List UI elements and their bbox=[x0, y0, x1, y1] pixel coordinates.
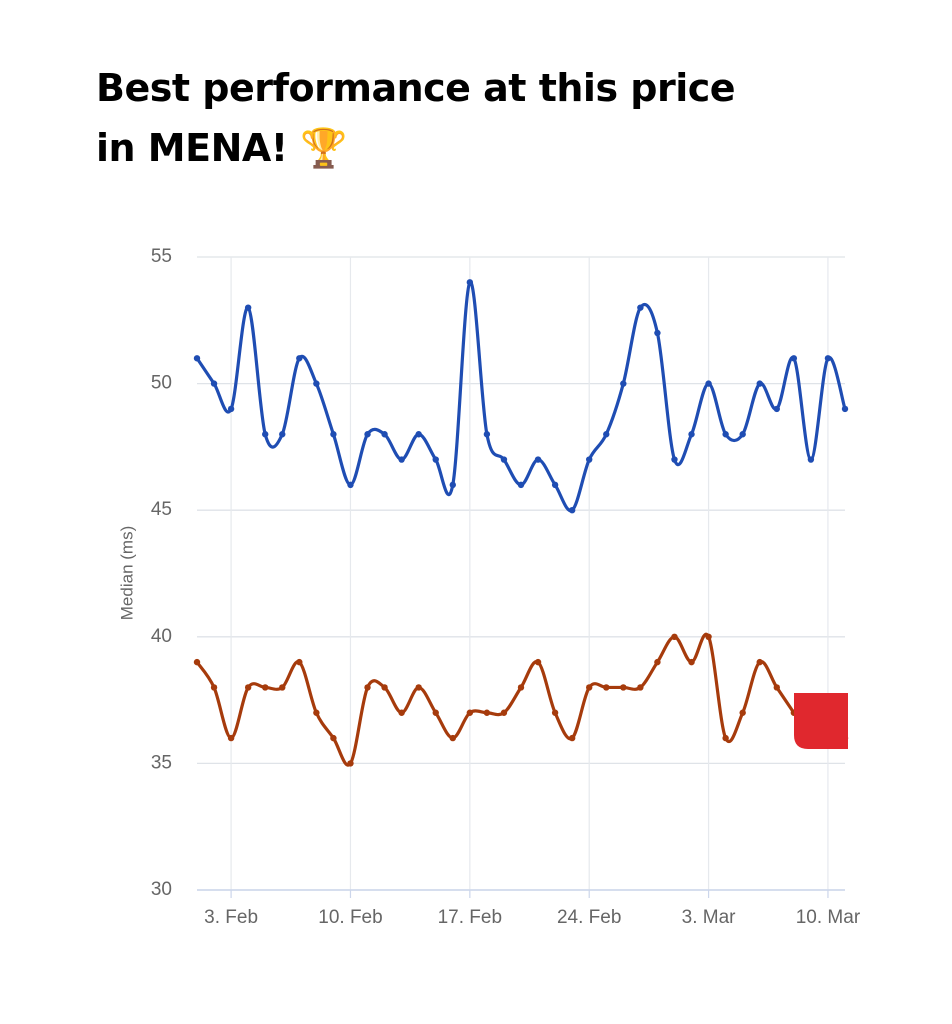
data-point bbox=[722, 734, 729, 742]
data-point bbox=[347, 481, 354, 489]
y-tick-label: 35 bbox=[151, 752, 172, 773]
data-point bbox=[466, 279, 474, 286]
data-point bbox=[381, 431, 388, 438]
data-point bbox=[449, 734, 456, 742]
chart-title: Best performance at this price in MENA! … bbox=[96, 66, 736, 170]
data-point bbox=[500, 456, 508, 463]
data-point bbox=[534, 658, 542, 666]
data-point bbox=[551, 481, 559, 489]
data-point bbox=[739, 431, 746, 438]
data-point bbox=[262, 684, 269, 691]
data-point bbox=[620, 380, 627, 387]
data-point bbox=[244, 304, 252, 311]
data-point bbox=[603, 684, 610, 691]
y-tick-label: 55 bbox=[151, 246, 172, 267]
data-point bbox=[415, 684, 422, 691]
x-tick-label: 10. Feb bbox=[318, 907, 382, 928]
data-point bbox=[637, 304, 644, 311]
data-point bbox=[210, 380, 218, 387]
data-point bbox=[756, 380, 763, 387]
x-tick-label: 24. Feb bbox=[557, 907, 621, 928]
data-point bbox=[193, 658, 201, 666]
badge bbox=[794, 693, 848, 749]
data-point bbox=[500, 709, 508, 716]
grid bbox=[197, 256, 845, 891]
data-point bbox=[739, 709, 746, 716]
data-point bbox=[807, 456, 815, 463]
data-point bbox=[313, 380, 320, 387]
data-point bbox=[551, 709, 559, 716]
y-tick-label: 50 bbox=[151, 373, 172, 394]
data-point bbox=[568, 507, 576, 514]
data-point bbox=[483, 431, 491, 438]
data-point bbox=[654, 329, 661, 337]
data-point bbox=[568, 734, 576, 742]
data-point bbox=[688, 658, 695, 666]
data-point bbox=[688, 431, 695, 438]
data-point bbox=[637, 684, 644, 691]
x-tick-label: 10. Mar bbox=[796, 907, 861, 928]
x-tick-label: 3. Feb bbox=[204, 907, 258, 928]
data-point bbox=[398, 456, 405, 463]
data-point bbox=[381, 684, 388, 691]
data-point bbox=[193, 355, 201, 362]
y-tick-label: 40 bbox=[151, 626, 172, 647]
y-tick-label: 45 bbox=[151, 499, 172, 520]
data-point bbox=[705, 380, 712, 387]
data-point bbox=[227, 405, 235, 413]
data-point bbox=[705, 633, 712, 640]
data-point bbox=[517, 481, 525, 489]
data-point bbox=[432, 456, 439, 463]
series-line bbox=[195, 280, 847, 513]
data-point bbox=[244, 684, 252, 691]
data-point bbox=[586, 684, 593, 691]
data-point bbox=[841, 405, 849, 413]
data-point bbox=[347, 760, 354, 767]
data-point bbox=[483, 709, 491, 716]
data-point bbox=[603, 431, 610, 438]
data-point bbox=[586, 456, 593, 463]
data-point bbox=[364, 684, 371, 691]
data-point bbox=[210, 684, 218, 691]
data-point bbox=[517, 684, 525, 691]
data-point bbox=[279, 431, 286, 438]
data-point bbox=[364, 431, 371, 438]
data-point bbox=[296, 658, 303, 666]
data-point bbox=[262, 431, 269, 438]
data-point bbox=[756, 658, 763, 666]
data-point bbox=[722, 431, 729, 438]
data-point bbox=[773, 405, 780, 413]
data-point bbox=[773, 684, 780, 691]
x-tick-label: 3. Mar bbox=[682, 907, 737, 928]
data-point bbox=[227, 734, 235, 742]
data-point bbox=[415, 431, 422, 438]
data-point bbox=[330, 431, 337, 438]
series-line bbox=[195, 632, 845, 767]
data-point bbox=[654, 658, 661, 666]
data-point bbox=[313, 709, 320, 716]
data-point bbox=[398, 709, 405, 716]
data-point bbox=[466, 709, 474, 716]
data-point bbox=[449, 481, 456, 489]
data-point bbox=[671, 456, 678, 463]
data-point bbox=[824, 355, 832, 362]
data-point bbox=[790, 355, 798, 362]
data-point bbox=[671, 633, 678, 640]
x-tick-label: 17. Feb bbox=[438, 907, 502, 928]
data-point bbox=[432, 709, 439, 716]
y-tick-label: 30 bbox=[151, 879, 172, 900]
data-point bbox=[330, 734, 337, 742]
data-point bbox=[296, 355, 303, 362]
y-axis-label: Median (ms) bbox=[117, 526, 136, 620]
data-point bbox=[534, 456, 542, 463]
data-point bbox=[620, 684, 627, 691]
data-point bbox=[279, 684, 286, 691]
